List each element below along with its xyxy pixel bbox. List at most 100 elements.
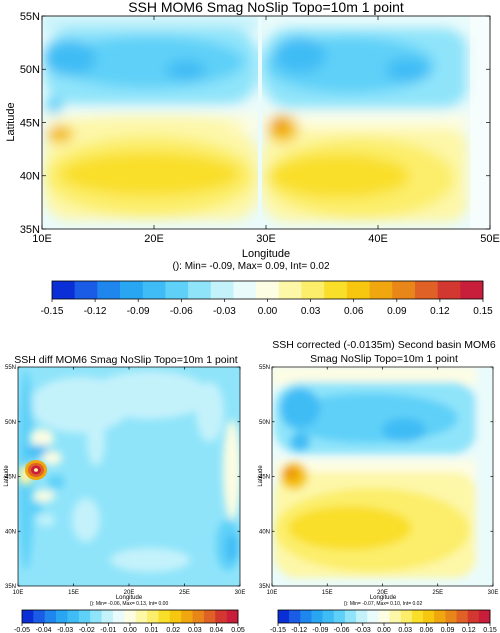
x-axis-label: Longitude — [370, 595, 397, 601]
colorbar-tick-label: -0.09 — [127, 306, 150, 317]
colorbar-swatch — [445, 610, 457, 623]
panel-bottom-right: SSH corrected (-0.0135m) Second basin MO… — [258, 339, 498, 633]
x-tick-label: 30E — [235, 590, 246, 596]
stats-label: (): Min= -0.07, Max= 0.10, Int= 0.02 — [344, 601, 423, 607]
field-bottom-right — [272, 367, 493, 586]
y-tick-label: 35N — [259, 584, 270, 590]
colorbar-tick-label: -0.12 — [291, 627, 307, 633]
colorbar-swatch — [389, 610, 402, 623]
colorbar-swatch — [423, 610, 435, 623]
colorbar-bottom-right: -0.15 -0.12 -0.09 -0.06 -0.03 0.00 0.03 0.06 0.0… — [270, 609, 497, 633]
colorbar-swatch — [188, 281, 212, 299]
x-tick-label: 15E — [68, 590, 79, 596]
colorbar-swatch — [311, 610, 323, 623]
colorbar-swatch — [414, 281, 438, 299]
y-tick-label: 45N — [259, 475, 270, 481]
colorbar-tick-label: 0.15 — [473, 306, 493, 317]
colorbar-swatch — [142, 281, 166, 299]
y-tick-label: 55N — [5, 365, 16, 371]
panel-top: SSH MOM6 Smag NoSlip Topo=10m 1 point — [5, 0, 500, 317]
colorbar-swatch — [256, 281, 280, 299]
colorbar-tick-label: -0.02 — [79, 627, 95, 633]
colorbar-swatch — [135, 610, 148, 623]
colorbar-tick-label: 0.00 — [377, 627, 391, 633]
colorbar-swatch — [74, 281, 98, 299]
colorbar-swatch — [124, 610, 136, 623]
x-tick-label: 25E — [432, 590, 443, 596]
colorbar-swatch — [300, 610, 312, 623]
x-tick-label: 15E — [322, 590, 333, 596]
y-tick-label: 40N — [5, 529, 16, 535]
colorbar-tick-label: -0.03 — [213, 306, 236, 317]
colorbar-swatch — [478, 610, 491, 623]
colorbar-swatch — [97, 281, 121, 299]
chart-title: SSH corrected (-0.0135m) Second basin MO… — [272, 339, 496, 351]
axes-bottom-right: 10E 15E 20E 25E 30E 35N 40N 45N 50N 55N — [259, 365, 498, 596]
colorbar-tick-label: 0.00 — [258, 306, 278, 317]
field-bottom-left — [18, 367, 240, 586]
colorbar-tick-label: -0.03 — [355, 627, 371, 633]
colorbar-tick-label: -0.01 — [100, 627, 116, 633]
colorbar-tick-label: -0.06 — [170, 306, 193, 317]
field-top — [42, 16, 490, 229]
x-tick-label: 10E — [13, 590, 24, 596]
colorbar-swatch — [56, 610, 68, 623]
y-axis-label: Latitude — [258, 465, 264, 487]
colorbar-swatch — [203, 610, 216, 623]
colorbar-swatch — [192, 610, 205, 623]
colorbar-swatch — [460, 281, 484, 299]
colorbar-swatch — [120, 281, 144, 299]
y-tick-label: 50N — [20, 64, 40, 76]
colorbar-tick-label: 0.09 — [441, 627, 455, 633]
chart-subtitle: Smag NoSlip Topo=10m 1 point — [310, 353, 458, 365]
colorbar-swatch — [456, 610, 468, 623]
colorbar-tick-label: -0.15 — [41, 306, 64, 317]
colorbar-tick-label: -0.05 — [14, 627, 30, 633]
colorbar-tick-label: -0.15 — [270, 627, 286, 633]
colorbar-tick-label: 0.06 — [420, 627, 434, 633]
colorbar-tick-label: 0.00 — [123, 627, 137, 633]
colorbar-swatch — [90, 610, 102, 623]
colorbar-tick-label: 0.04 — [210, 627, 224, 633]
y-tick-label: 45N — [5, 475, 16, 481]
colorbar-swatch — [324, 281, 348, 299]
y-axis-label: Latitude — [4, 465, 10, 487]
x-tick-label: 30E — [256, 233, 276, 245]
colorbar-swatch — [333, 610, 346, 623]
colorbar-swatch — [392, 281, 416, 299]
x-tick-label: 20E — [377, 590, 388, 596]
colorbar-swatch — [434, 610, 446, 623]
y-tick-label: 55N — [259, 365, 270, 371]
chart-title: SSH MOM6 Smag NoSlip Topo=10m 1 point — [128, 0, 404, 15]
colorbar-tick-label: 0.03 — [398, 627, 412, 633]
colorbar-swatch — [112, 610, 125, 623]
colorbar-bottom-left: -0.05 -0.04 -0.03 -0.02 -0.01 0.00 0.01 0.02 0.0… — [14, 609, 245, 633]
colorbar-swatch — [378, 610, 390, 623]
colorbar-top: -0.15 -0.12 -0.09 -0.06 -0.03 0.00 0.03 0.06 0.0… — [41, 280, 493, 317]
colorbar-tick-label: 0.01 — [145, 627, 159, 633]
colorbar-swatch — [400, 610, 413, 623]
y-tick-label: 40N — [259, 529, 270, 535]
stats-label: (): Min= -0.09, Max= 0.09, Int= 0.02 — [172, 261, 329, 272]
colorbar-swatch — [367, 610, 379, 623]
panel-bottom-left: SSH diff MOM6 Smag NoSlip Topo=10m 1 poi… — [4, 354, 245, 633]
y-tick-label: 50N — [259, 420, 270, 426]
colorbar-swatch — [301, 281, 325, 299]
colorbar-swatch — [278, 281, 302, 299]
colorbar-swatch — [344, 610, 357, 623]
colorbar-swatch — [52, 281, 75, 299]
colorbar-tick-label: 0.06 — [344, 306, 364, 317]
y-axis-label: Latitude — [5, 102, 17, 141]
colorbar-swatch — [322, 610, 335, 623]
x-tick-label: 20E — [124, 590, 135, 596]
x-axis-label: Longitude — [116, 595, 143, 601]
colorbar-tick-label: 0.15 — [483, 627, 497, 633]
y-tick-label: 50N — [5, 420, 16, 426]
colorbar-tick-label: 0.02 — [166, 627, 180, 633]
colorbar-swatch — [356, 610, 368, 623]
y-tick-label: 35N — [5, 584, 16, 590]
colorbar-swatch — [278, 610, 290, 623]
y-tick-label: 35N — [20, 224, 40, 236]
colorbar-swatch — [437, 281, 461, 299]
colorbar-swatch — [181, 610, 193, 623]
